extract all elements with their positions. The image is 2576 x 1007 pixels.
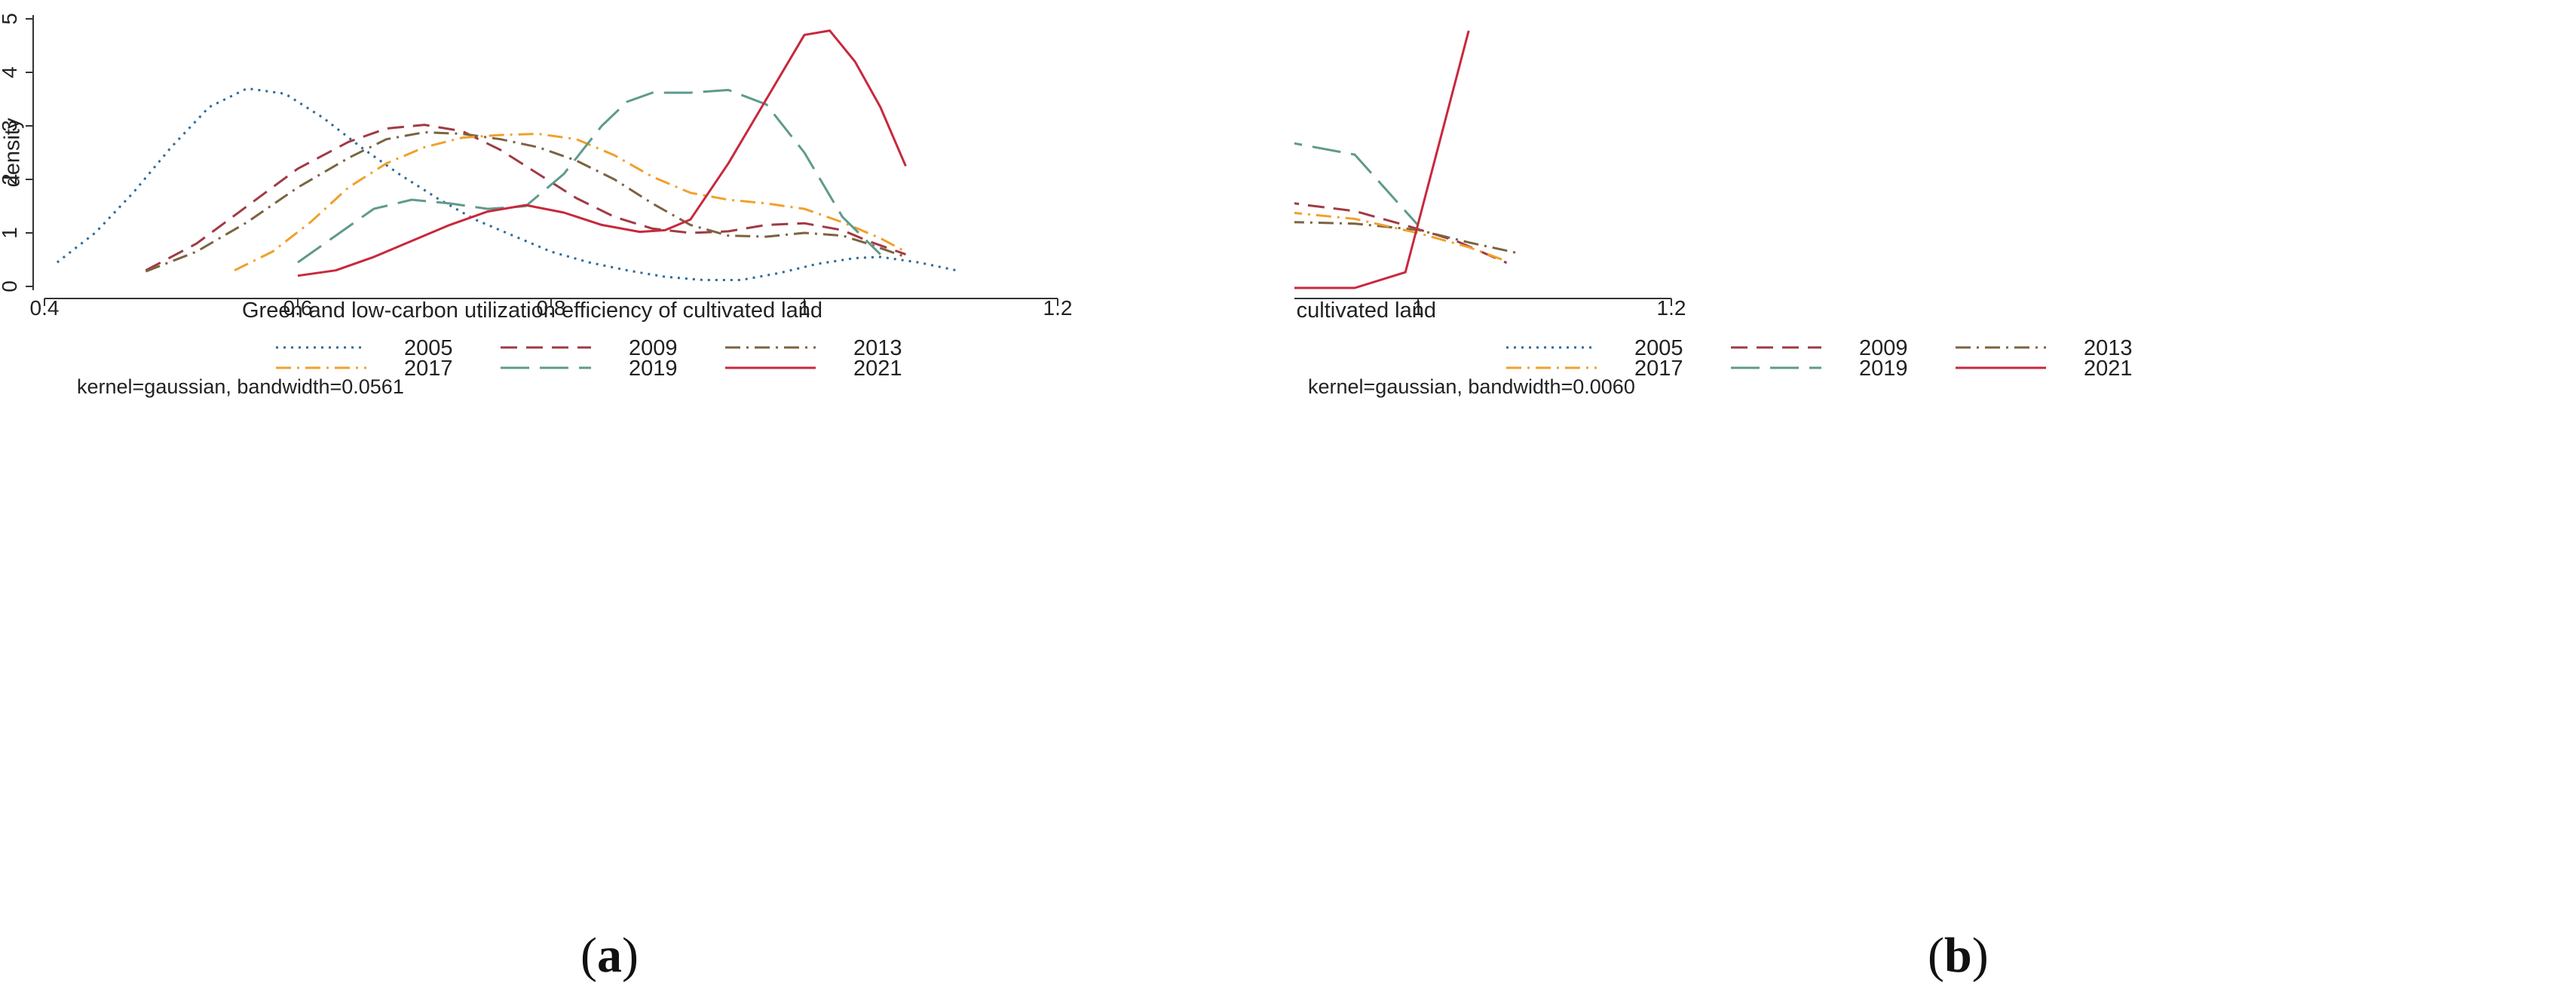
x-axis-title: Green and low-carbon utilization efficie… [242,298,822,323]
caption-a: (a) [580,928,639,983]
series-line-2017 [234,133,907,272]
series-line-2009 [145,124,906,272]
x-tick-label: 0.4 [30,296,60,320]
kernel-note: kernel=gaussian, bandwidth=0.0561 [77,375,404,398]
y-tick-label: 4 [0,66,21,78]
x-tick-label: 0.6 [283,296,313,320]
x-tick-label: 1 [1412,296,1424,320]
caption-b: (b) [1928,928,1989,983]
y-tick-label: 1 [0,227,21,239]
legend-label-2005: 2005 [1634,336,1683,360]
chart-panel-a: 0 1 2 3 4 5 0.4 0.6 0.8 1 1.2 Green and low-carbon … [0,0,1282,1007]
y-tick-label: 5 [0,13,21,25]
series-line-2005 [56,87,957,281]
series-line-2017 [1294,211,1508,263]
legend-label-2017: 2017 [404,357,453,381]
series-line-2013 [145,131,906,273]
legend-label-2013: 2013 [853,336,902,360]
legend-label-2017: 2017 [1634,357,1683,381]
legend-label-2013: 2013 [2084,336,2133,360]
legend-label-2005: 2005 [404,336,453,360]
chart-svg-a: 0 1 2 3 4 5 0.4 0.6 0.8 1 1.2 Green and low-carbon … [0,13,1073,398]
x-tick-label: 1 [798,296,810,320]
legend-label-2009: 2009 [1859,336,1908,360]
series-line-2009 [1294,202,1508,265]
y-tick-label: 3 [0,120,21,132]
series-line-2019 [1294,142,1420,226]
x-axis-title: Green and low-carbon utilization efficie… [1294,298,1436,323]
series-line-2021 [297,29,907,277]
kernel-note: kernel=gaussian, bandwidth=0.0060 [1308,375,1635,398]
legend-label-2021: 2021 [2084,357,2133,381]
legend-label-2019: 2019 [1859,357,1908,381]
legend-label-2021: 2021 [853,357,902,381]
series-line-2019 [297,88,881,264]
x-tick-label: 0.8 [537,296,566,320]
y-tick-label: 0 [0,280,21,292]
series-line-2021 [1294,30,1470,289]
x-tick-label: 1.2 [1043,296,1073,320]
legend-label-2009: 2009 [629,336,678,360]
series-line-2013 [1294,221,1520,255]
legend-label-2019: 2019 [629,357,678,381]
y-tick-label: 2 [0,173,21,185]
y-axis-title: density [1,118,25,187]
x-tick-label: 1.2 [1657,296,1686,320]
